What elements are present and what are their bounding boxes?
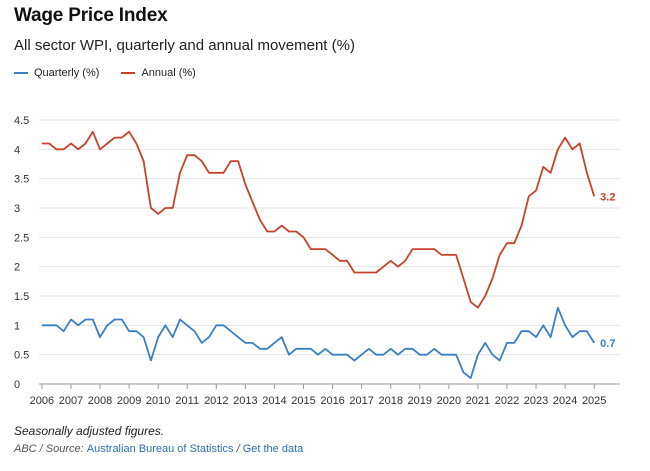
legend: Quarterly (%) Annual (%) [14,67,218,79]
footnote: Seasonally adjusted figures. [14,424,165,438]
x-tick-label: 2018 [378,395,402,407]
series-line-quarterly [41,306,595,379]
x-tick-label: 2021 [466,395,490,407]
x-tick-label: 2025 [582,395,606,407]
y-tick-label: 2 [14,262,20,274]
legend-item-quarterly: Quarterly (%) [14,67,99,79]
y-tick-label: 0 [14,379,20,391]
x-tick-label: 2007 [59,395,83,407]
y-tick-label: 1.5 [14,291,29,303]
source-prefix: ABC / Source: [14,443,84,455]
y-tick-label: 1 [14,320,20,332]
line-chart: 0 0.5 1 1.5 2 2.5 3 3.5 4 4.5 2006 2007 2008 2009 201… [14,115,620,407]
y-tick-label: 3.5 [14,174,29,186]
x-tick-label: 2015 [291,395,315,407]
end-label-annual: 3.2 [600,191,615,203]
x-tick-label: 2011 [175,395,199,407]
end-labels: 0.7 3.2 [600,191,615,350]
x-tick-label: 2009 [117,395,141,407]
x-tick-label: 2019 [408,395,432,407]
source-separator: / [236,443,240,455]
x-tick-label: 2022 [495,395,519,407]
legend-item-annual: Annual (%) [121,67,196,79]
y-tick-label: 4 [14,144,20,156]
source-line: ABC / Source: Australian Bureau of Stati… [14,443,303,455]
legend-label-quarterly: Quarterly (%) [34,67,100,79]
x-tick-label: 2017 [349,395,373,407]
gridlines [39,119,620,385]
y-tick-label: 0.5 [14,350,29,362]
x-tick-label: 2016 [320,395,344,407]
end-label-quarterly: 0.7 [600,338,615,350]
x-tick-label: 2020 [437,395,461,407]
legend-label-annual: Annual (%) [141,67,196,79]
y-tick-label: 3 [14,203,20,215]
chart-title: Wage Price Index [14,5,168,26]
x-tick-label: 2008 [88,395,112,407]
get-data-link[interactable]: Get the data [242,443,304,455]
y-axis: 0 0.5 1 1.5 2 2.5 3 3.5 4 4.5 [14,115,29,391]
x-tick-label: 2012 [204,395,228,407]
y-tick-label: 2.5 [14,232,29,244]
chart-subtitle: All sector WPI, quarterly and annual mov… [14,37,355,54]
y-tick-label: 4.5 [14,115,29,127]
series-lines [41,130,596,379]
x-tick-label: 2023 [524,395,548,407]
legend-swatch-annual [121,72,136,74]
series-line-annual [41,130,596,309]
x-tick-label: 2006 [30,395,54,407]
x-tick-label: 2014 [262,395,286,407]
x-tick-label: 2013 [233,395,257,407]
legend-swatch-quarterly [14,72,28,74]
x-tick-label: 2010 [146,395,170,407]
x-tick-label: 2024 [553,395,577,407]
x-axis: 2006 2007 2008 2009 2010 2011 2012 2013 2014 2015… [30,384,606,407]
source-link[interactable]: Australian Bureau of Statistics [86,443,234,455]
